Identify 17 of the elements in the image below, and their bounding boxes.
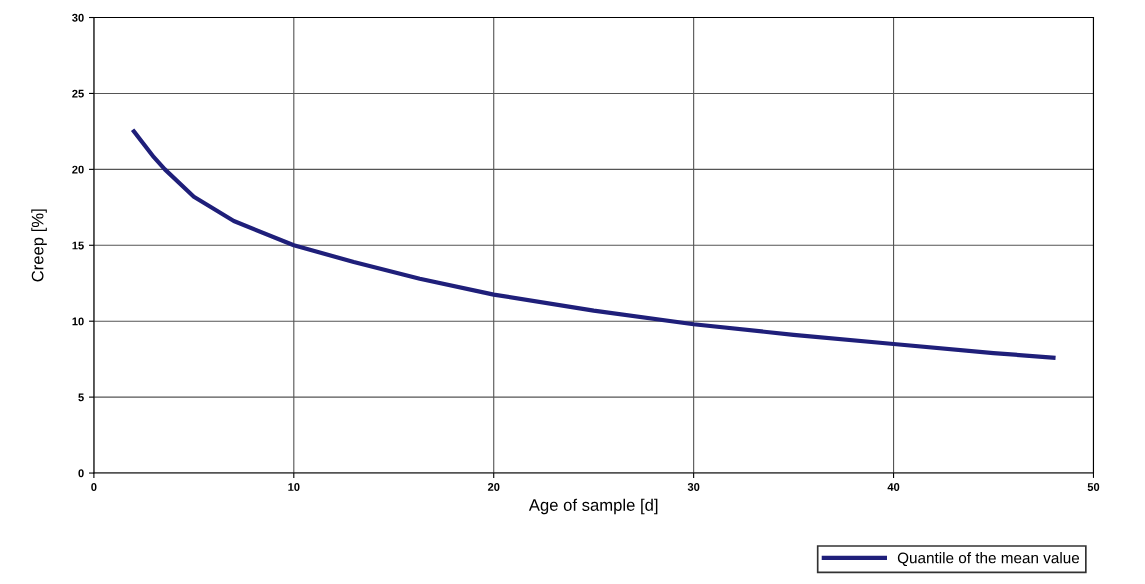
y-tick-label: 30 bbox=[72, 13, 84, 22]
y-tick-label: 10 bbox=[72, 317, 84, 326]
y-tick-label: 0 bbox=[78, 469, 84, 478]
x-tick-label: 20 bbox=[487, 483, 500, 491]
y-axis-title: Creep [%] bbox=[31, 209, 47, 282]
x-tick-label: 0 bbox=[91, 483, 97, 491]
x-tick-label: 30 bbox=[687, 483, 700, 491]
y-tick-label: 15 bbox=[72, 241, 84, 250]
y-tick-label: 25 bbox=[72, 89, 84, 98]
x-tick-label: 40 bbox=[887, 483, 900, 491]
y-tick-label: 5 bbox=[78, 393, 84, 402]
line-series bbox=[131, 129, 1056, 360]
legend-label: Quantile of the mean value bbox=[897, 552, 1080, 567]
x-axis-title: Age of sample [d] bbox=[528, 498, 658, 515]
y-tick-label: 20 bbox=[72, 165, 84, 174]
x-tick-label: 10 bbox=[288, 483, 300, 491]
x-tick-label: 50 bbox=[1087, 483, 1100, 491]
